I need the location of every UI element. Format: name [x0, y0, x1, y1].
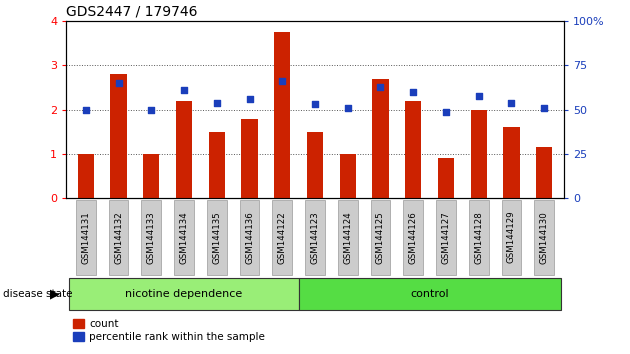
Text: GSM144135: GSM144135: [212, 211, 221, 264]
Bar: [503, 127, 520, 198]
Text: control: control: [410, 289, 449, 299]
Bar: [109, 200, 129, 275]
Bar: [274, 32, 290, 198]
Point: [81, 107, 91, 113]
Bar: [176, 101, 192, 198]
Text: GSM144125: GSM144125: [376, 211, 385, 264]
Text: GSM144124: GSM144124: [343, 211, 352, 264]
Bar: [469, 200, 488, 275]
Bar: [536, 147, 553, 198]
Bar: [370, 200, 391, 275]
Point: [408, 89, 418, 95]
Text: disease state: disease state: [3, 289, 72, 299]
Point: [179, 87, 189, 93]
Text: GSM144130: GSM144130: [540, 211, 549, 264]
Bar: [76, 200, 96, 275]
Bar: [69, 278, 299, 310]
Text: nicotine dependence: nicotine dependence: [125, 289, 243, 299]
Bar: [438, 159, 454, 198]
Bar: [372, 79, 389, 198]
Point: [375, 84, 386, 90]
Text: GSM144122: GSM144122: [278, 211, 287, 264]
Bar: [143, 154, 159, 198]
Bar: [175, 200, 194, 275]
Text: GSM144132: GSM144132: [114, 211, 123, 264]
Point: [212, 100, 222, 105]
Bar: [207, 200, 227, 275]
Point: [474, 93, 484, 98]
Bar: [305, 200, 325, 275]
Text: GSM144127: GSM144127: [442, 211, 450, 264]
Point: [277, 79, 287, 84]
Text: GDS2447 / 179746: GDS2447 / 179746: [66, 5, 198, 19]
Text: GSM144134: GSM144134: [180, 211, 188, 264]
Bar: [436, 200, 455, 275]
Bar: [77, 154, 94, 198]
Point: [244, 96, 255, 102]
Point: [441, 109, 451, 114]
Bar: [239, 200, 260, 275]
Point: [310, 102, 320, 107]
Text: GSM144136: GSM144136: [245, 211, 254, 264]
Bar: [534, 200, 554, 275]
Bar: [471, 110, 487, 198]
Text: GSM144126: GSM144126: [409, 211, 418, 264]
Bar: [272, 200, 292, 275]
Bar: [405, 101, 421, 198]
Text: ▶: ▶: [50, 287, 60, 300]
Bar: [209, 132, 225, 198]
Point: [539, 105, 549, 111]
Point: [507, 100, 517, 105]
Text: GSM144123: GSM144123: [311, 211, 319, 264]
Bar: [142, 200, 161, 275]
Point: [146, 107, 156, 113]
Bar: [307, 132, 323, 198]
Bar: [338, 200, 358, 275]
Bar: [241, 119, 258, 198]
Point: [113, 80, 123, 86]
Text: GSM144128: GSM144128: [474, 211, 483, 264]
Bar: [501, 200, 521, 275]
Bar: [340, 154, 356, 198]
Point: [343, 105, 353, 111]
Text: GSM144133: GSM144133: [147, 211, 156, 264]
Bar: [299, 278, 561, 310]
Text: GSM144129: GSM144129: [507, 211, 516, 263]
Text: GSM144131: GSM144131: [81, 211, 90, 264]
Legend: count, percentile rank within the sample: count, percentile rank within the sample: [71, 317, 267, 344]
Bar: [110, 74, 127, 198]
Bar: [403, 200, 423, 275]
